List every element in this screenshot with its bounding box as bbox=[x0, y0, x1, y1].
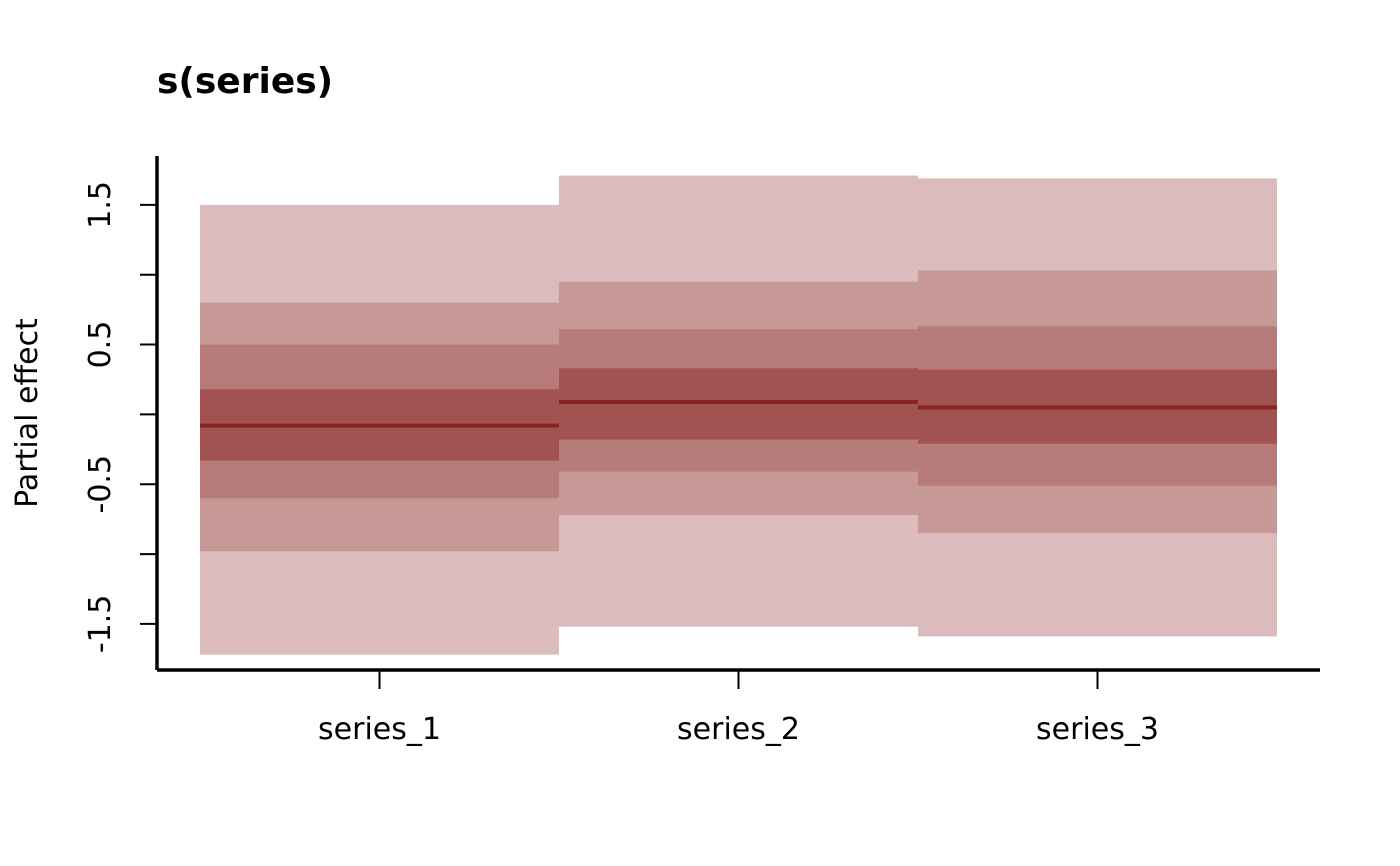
x-tick-label-series_3: series_3 bbox=[1036, 712, 1159, 747]
y-tick-label: -0.5 bbox=[83, 455, 118, 514]
band-4-series_2 bbox=[559, 368, 918, 440]
y-ticks: -1.5 -0.5 0.5 1.5 bbox=[83, 181, 157, 653]
x-tick-label-series_2: series_2 bbox=[677, 712, 800, 747]
credible-bands bbox=[200, 175, 1277, 655]
median-lines bbox=[200, 399, 1277, 428]
y-axis-title: Partial effect bbox=[10, 318, 45, 508]
x-tick-label-series_1: series_1 bbox=[318, 712, 441, 747]
chart-title: s(series) bbox=[157, 61, 333, 102]
y-tick-label: 1.5 bbox=[83, 181, 118, 229]
y-tick-label: 0.5 bbox=[83, 321, 118, 369]
y-tick-label: -1.5 bbox=[83, 595, 118, 654]
x-ticks: series_1 series_2 series_3 bbox=[318, 670, 1159, 747]
